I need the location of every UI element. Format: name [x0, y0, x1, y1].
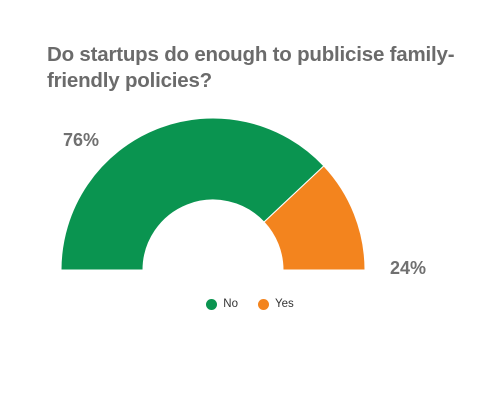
slice-yes[interactable] [263, 165, 366, 271]
legend-swatch-yes [257, 298, 269, 310]
legend-item-no[interactable]: No [206, 298, 238, 310]
legend-label-yes: Yes [274, 298, 294, 310]
chart-title: Do startups do enough to publicise famil… [47, 43, 455, 92]
legend-item-yes[interactable]: Yes [257, 298, 294, 310]
data-label-no: 76% [63, 130, 100, 150]
slice-no[interactable] [60, 117, 325, 271]
slices-group [60, 117, 366, 271]
legend: No Yes [0, 298, 500, 310]
legend-swatch-no [206, 298, 218, 310]
data-label-yes: 24% [390, 258, 427, 278]
legend-label-no: No [223, 298, 238, 310]
